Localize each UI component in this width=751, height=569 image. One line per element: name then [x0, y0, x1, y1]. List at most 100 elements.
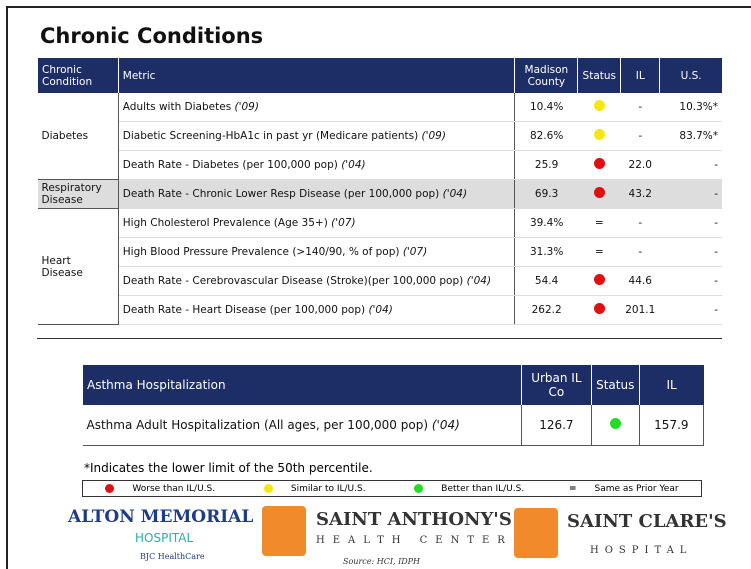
il: -: [620, 121, 660, 151]
metric-cell: Death Rate - Diabetes (per 100,000 pop) …: [118, 150, 516, 180]
row: Diabetic Screening-HbA1c in past yr (Med…: [38, 121, 722, 151]
status-dot: [593, 187, 605, 198]
il: -: [620, 237, 660, 267]
alton-logo: ALTON MEMORIAL: [68, 507, 254, 527]
header: IL: [638, 365, 704, 405]
us: -: [659, 179, 722, 209]
urban: 126.7: [521, 405, 592, 446]
il: 43.2: [620, 179, 660, 209]
row: Death Rate - Diabetes (per 100,000 pop) …: [38, 150, 722, 180]
clare-logo: SAINT CLARE'S: [567, 511, 727, 532]
main-table: Chronic Condition Metric Madison County Sta…: [37, 58, 722, 325]
metric: Diabetic Screening-HbA1c in past yr (Med…: [122, 130, 419, 142]
legend-item: Better than IL/U.S.: [392, 484, 547, 494]
madison: 31.3%: [514, 237, 578, 267]
il: 201.1: [620, 295, 660, 325]
asthma-table: Asthma Hospitalization Urban IL Co Status I…: [81, 365, 705, 446]
metric-cell: Diabetic Screening-HbA1c in past yr (Med…: [118, 121, 516, 151]
metric-cell: Death Rate - Cerebrovascular Disease (St…: [118, 266, 516, 296]
year: ('09): [421, 130, 446, 142]
status-dot: [593, 274, 605, 285]
header: U.S.: [659, 58, 722, 93]
legend-label: Similar to IL/U.S.: [290, 483, 366, 494]
status-cell: [577, 179, 621, 209]
legend-item: Similar to IL/U.S.: [238, 484, 393, 494]
year: ('04): [442, 188, 468, 200]
header: IL: [620, 58, 660, 93]
row: Diabetes Adults with Diabetes ('09) 10.4% -…: [37, 93, 722, 180]
header: Metric: [117, 58, 515, 93]
alton-sub: HOSPITAL: [135, 531, 194, 545]
year: ('04): [431, 418, 460, 432]
us: 10.3%*: [659, 93, 722, 122]
metric: Adults with Diabetes: [122, 101, 232, 113]
metric: Death Rate - Diabetes (per 100,000 pop): [122, 159, 338, 171]
metric: High Blood Pressure Prevalence (>140/90,…: [122, 246, 400, 258]
metric-cell: Asthma Adult Hospitalization (All ages, …: [82, 405, 523, 446]
header: Urban IL Co: [521, 365, 592, 405]
frame: [6, 6, 751, 569]
status-cell: [577, 150, 621, 180]
metric: Death Rate - Heart Disease (per 100,000 …: [122, 304, 366, 316]
us: -: [659, 150, 722, 180]
anthony-sub: HEALTH CENTER: [316, 535, 513, 546]
il: -: [620, 208, 660, 238]
legend-dot: [263, 484, 273, 493]
metric-cell: High Blood Pressure Prevalence (>140/90,…: [118, 237, 516, 267]
madison: 262.2: [514, 295, 578, 325]
clare-sub: HOSPITAL: [590, 545, 693, 556]
status-dot: [593, 158, 605, 169]
source: Source: HCI, IDPH: [343, 557, 421, 566]
legend-label: Worse than IL/U.S.: [132, 483, 216, 494]
legend-label: Same as Prior Year: [594, 483, 679, 494]
status: =: [594, 217, 604, 229]
status-cell: [577, 295, 621, 325]
rule: [37, 338, 722, 339]
madison: 25.9: [514, 150, 578, 180]
madison: 39.4%: [514, 208, 578, 238]
status-cell: [591, 405, 640, 446]
metric: Death Rate - Cerebrovascular Disease (St…: [122, 275, 464, 287]
row: High Blood Pressure Prevalence (>140/90,…: [38, 237, 722, 267]
anthony-logo: SAINT ANTHONY'S: [316, 509, 512, 530]
header: Asthma Hospitalization: [81, 365, 522, 405]
row: Asthma Adult Hospitalization (All ages, …: [82, 405, 705, 446]
status-cell: =: [577, 208, 621, 238]
condition: Respiratory Disease: [37, 179, 119, 209]
us: -: [659, 295, 722, 325]
legend-item: = Same as Prior Year: [547, 484, 702, 494]
legend-dot: [105, 484, 115, 493]
metric-cell: High Cholesterol Prevalence (Age 35+) ('…: [118, 208, 516, 238]
legend-label: Better than IL/U.S.: [441, 483, 525, 494]
legend-symbol: =: [568, 483, 577, 494]
year: ('09): [234, 101, 259, 113]
condition: Diabetes: [37, 93, 119, 180]
footnote: *Indicates the lower limit of the 50th p…: [84, 461, 373, 475]
il: 44.6: [620, 266, 660, 296]
il: 157.9: [639, 405, 705, 446]
metric-cell: Adults with Diabetes ('09): [118, 93, 516, 122]
il: 22.0: [620, 150, 660, 180]
metric: Death Rate - Chronic Lower Resp Disease …: [122, 188, 440, 200]
row: Respiratory Disease Death Rate - Chronic …: [37, 179, 722, 209]
us: -: [659, 208, 722, 238]
madison: 82.6%: [514, 121, 578, 151]
header: Madison County: [514, 58, 578, 93]
madison: 69.3: [514, 179, 578, 209]
metric-cell: Death Rate - Heart Disease (per 100,000 …: [118, 295, 516, 325]
status-dot: [593, 100, 605, 111]
title: Chronic Conditions: [40, 24, 264, 48]
il: -: [620, 93, 660, 122]
header: Chronic Condition: [37, 58, 119, 93]
row: Death Rate - Heart Disease (per 100,000 …: [38, 295, 722, 325]
header: Status: [577, 58, 621, 93]
year: ('07): [331, 217, 356, 229]
us: -: [659, 266, 722, 296]
year: ('04): [341, 159, 366, 171]
clare-icon: [514, 508, 558, 558]
status-cell: [577, 266, 621, 296]
metric: High Cholesterol Prevalence (Age 35+): [122, 217, 328, 229]
status-cell: [577, 121, 621, 151]
status: =: [594, 246, 604, 258]
